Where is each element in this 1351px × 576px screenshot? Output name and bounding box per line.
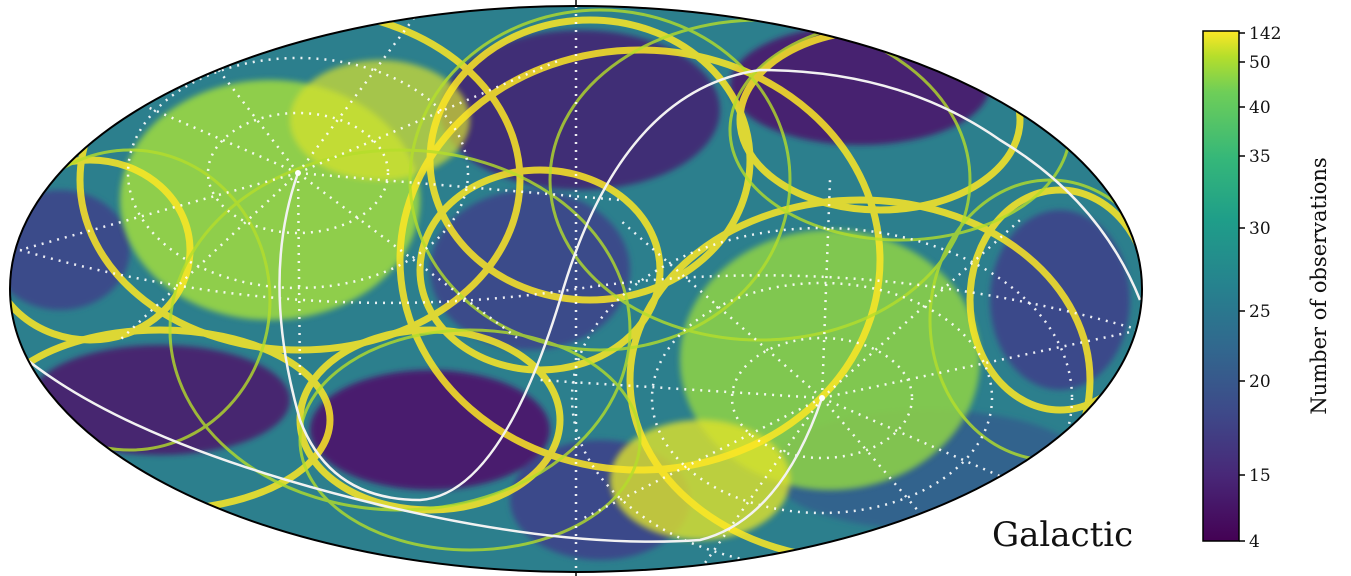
pole-marker-north [295,170,301,176]
sky-map [9,0,1143,576]
colorbar-tick-label: 30 [1249,219,1271,239]
colorbar-ticks: 142 50 40 35 30 25 20 15 4 [1239,24,1281,552]
colorbar-tick-label: 4 [1249,532,1260,552]
colorbar-gradient [1202,30,1240,542]
colorbar-tick-label: 50 [1249,53,1271,73]
colorbar-tick-label: 40 [1249,98,1271,118]
colorbar-label: Number of observations [1307,157,1331,414]
colorbar-tick-label: 35 [1249,147,1271,167]
frame-label: Galactic [992,515,1133,555]
colorbar-tick-label: 15 [1249,466,1271,486]
graticule [19,6,1141,572]
scan-arcs-thin [10,8,1142,552]
colorbar-tick-label: 20 [1249,372,1271,392]
colorbar-tick-label: 142 [1249,24,1281,44]
plane-curves [14,68,1142,543]
colorbar-tick-label: 25 [1249,302,1271,322]
colorbar: 142 50 40 35 30 25 20 15 4 Number of observation… [1202,24,1331,552]
pole-marker-south [819,395,825,401]
